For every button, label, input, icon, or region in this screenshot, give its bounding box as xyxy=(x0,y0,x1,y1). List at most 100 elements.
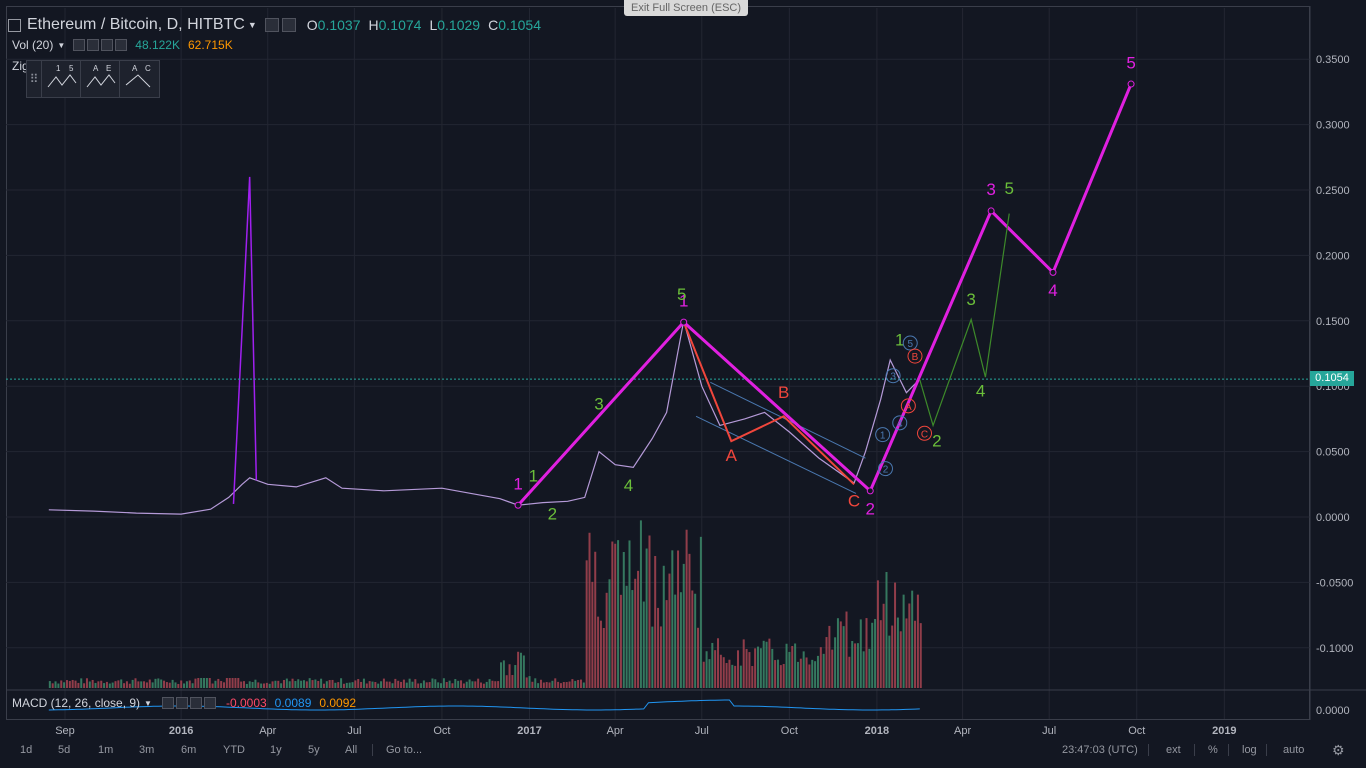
volume-label[interactable]: Vol (20) xyxy=(12,38,54,52)
chevron-down-icon[interactable]: ▼ xyxy=(247,20,257,30)
volume-bar xyxy=(577,679,580,688)
volume-bar xyxy=(465,681,468,688)
volume-bar xyxy=(237,678,240,688)
volume-bar xyxy=(240,681,243,688)
visibility-icon[interactable] xyxy=(161,697,174,709)
volume-bar xyxy=(762,640,765,688)
visibility-icon[interactable] xyxy=(73,39,86,51)
volume-bar xyxy=(265,682,268,688)
elliott-correction-tool[interactable]: A C xyxy=(119,61,158,97)
volume-bar xyxy=(128,683,131,688)
volume-bar xyxy=(548,682,551,688)
volume-bar xyxy=(725,663,728,688)
tool-label: A xyxy=(93,64,99,73)
zigzag-label[interactable]: Zig xyxy=(12,59,29,73)
volume-bar xyxy=(414,679,417,688)
wave-label: 3 xyxy=(594,395,603,414)
wave-label: 1 xyxy=(679,291,688,310)
gear-icon[interactable]: ⚙ xyxy=(1332,741,1345,758)
collapse-icon[interactable] xyxy=(8,18,21,32)
y-tick-label: 0.1500 xyxy=(1316,316,1350,328)
volume-bar xyxy=(217,678,220,688)
volume-bar xyxy=(134,678,137,688)
volume-bar xyxy=(411,681,414,688)
volume-bar xyxy=(625,585,628,688)
volume-bar xyxy=(454,679,457,688)
close-icon[interactable] xyxy=(203,697,216,709)
correction-abc-line xyxy=(682,321,855,486)
volume-bar xyxy=(654,556,657,688)
volume-bar xyxy=(605,592,608,688)
timeframe-ytd[interactable]: YTD xyxy=(223,744,245,756)
zigzag-node xyxy=(514,501,522,509)
volume-bar xyxy=(705,651,708,688)
volume-bar xyxy=(317,680,320,688)
volume-bar xyxy=(85,678,88,688)
auto-toggle[interactable]: auto xyxy=(1283,744,1305,756)
volume-bar xyxy=(748,652,751,688)
timeframe-1d[interactable]: 1d xyxy=(20,744,33,756)
volume-bar xyxy=(157,678,160,688)
x-tick-label: Sep xyxy=(55,725,75,737)
macd-signal-value: 0.0089 xyxy=(274,696,312,710)
volume-bar xyxy=(325,681,328,688)
volume-bar xyxy=(531,681,534,688)
symbol-title[interactable]: Ethereum / Bitcoin, D, HITBTC xyxy=(27,16,245,33)
volume-bar xyxy=(519,652,522,688)
volume-bar xyxy=(342,683,345,688)
goto-button[interactable]: Go to... xyxy=(386,744,423,756)
plus-icon[interactable] xyxy=(101,39,114,51)
plus-icon[interactable] xyxy=(189,697,202,709)
y-tick-label: 0.0500 xyxy=(1316,447,1350,459)
volume-bar xyxy=(305,681,308,688)
volume-bar xyxy=(451,683,454,688)
volume-value-2: 62.715K xyxy=(188,38,233,52)
volume-bar xyxy=(791,646,794,688)
timeframe-6m[interactable]: 6m xyxy=(181,744,197,756)
ext-toggle[interactable]: ext xyxy=(1166,744,1181,756)
visibility-icon[interactable] xyxy=(281,18,296,32)
timeframe-all[interactable]: All xyxy=(345,744,358,756)
elliott-impulse-tool[interactable]: 1 5 xyxy=(41,61,80,97)
chevron-down-icon[interactable]: ▼ xyxy=(57,40,66,50)
timeframe-5y[interactable]: 5y xyxy=(308,744,320,756)
volume-bar xyxy=(54,681,57,688)
exit-fullscreen-button[interactable]: Exit Full Screen (ESC) xyxy=(624,0,748,16)
volume-bar xyxy=(491,680,494,688)
chevron-down-icon[interactable]: ▼ xyxy=(144,698,152,708)
volume-bar xyxy=(759,648,762,688)
volume-bar xyxy=(140,681,143,688)
volume-bar xyxy=(428,682,431,688)
volume-bar xyxy=(194,678,197,688)
wave-label: 1 xyxy=(513,475,522,494)
volume-bar xyxy=(314,679,317,688)
settings-icon[interactable] xyxy=(175,697,188,709)
volume-bar xyxy=(168,682,171,688)
volume-bar xyxy=(842,626,845,688)
timeframe-1m[interactable]: 1m xyxy=(98,744,114,756)
timeframe-5d[interactable]: 5d xyxy=(58,744,71,756)
volume-bar xyxy=(742,639,745,688)
volume-bar xyxy=(165,682,168,688)
timeframe-3m[interactable]: 3m xyxy=(139,744,155,756)
volume-bar xyxy=(208,678,211,688)
close-icon[interactable] xyxy=(115,39,128,51)
clock[interactable]: 23:47:03 (UTC) xyxy=(1062,744,1138,756)
wave-label: 5 xyxy=(1004,179,1013,198)
macd-label[interactable]: MACD (12, 26, close, 9) xyxy=(12,696,141,710)
drag-handle-icon[interactable]: ⠿ xyxy=(29,72,39,86)
volume-bar xyxy=(599,620,602,688)
volume-bar xyxy=(876,580,879,688)
volume-bar xyxy=(528,676,531,688)
volume-bar xyxy=(434,679,437,688)
elliott-triangle-tool[interactable]: A E xyxy=(80,61,119,97)
log-toggle[interactable]: log xyxy=(1242,744,1257,756)
volume-bar xyxy=(114,681,117,688)
percent-toggle[interactable]: % xyxy=(1208,744,1218,756)
volume-bar xyxy=(177,683,180,688)
timeframe-1y[interactable]: 1y xyxy=(270,744,282,756)
settings-icon[interactable] xyxy=(264,18,279,32)
volume-bar xyxy=(223,682,226,688)
settings-icon[interactable] xyxy=(87,39,100,51)
